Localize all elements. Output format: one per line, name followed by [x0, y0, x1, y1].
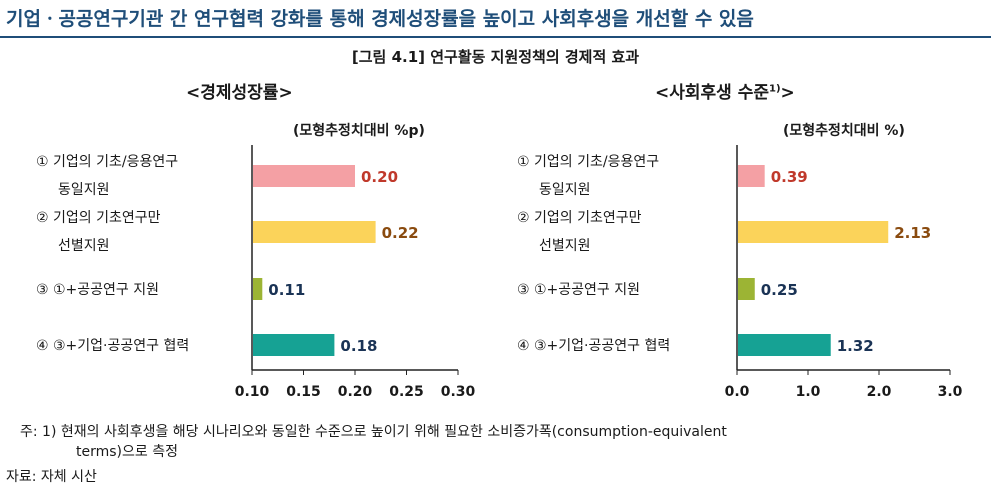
growth-tick-label: 0.25	[389, 384, 424, 400]
growth-category-label: 동일지원	[58, 182, 110, 198]
welfare-category-label: ③ ①+공공연구 지원	[517, 282, 640, 298]
growth-category-label: 선별지원	[58, 238, 110, 254]
welfare-category-label: 선별지원	[539, 238, 591, 254]
growth-bar	[253, 221, 376, 243]
welfare-category-label: ② 기업의 기초연구만	[517, 210, 642, 226]
growth-chart-title: <경제성장률>	[186, 83, 293, 103]
welfare-value-label: 0.25	[761, 281, 798, 299]
footnote-line-2: terms)으로 측정	[76, 444, 178, 460]
growth-bar	[253, 278, 263, 300]
growth-value-label: 0.20	[361, 168, 398, 186]
growth-tick-label: 0.15	[286, 384, 321, 400]
footnote-line-1: 주: 1) 현재의 사회후생을 해당 시나리오와 동일한 수준으로 높이기 위해…	[20, 424, 727, 440]
headline: 기업ㆍ공공연구기관 간 연구협력 강화를 통해 경제성장률을 높이고 사회후생을…	[6, 8, 754, 30]
welfare-bar	[738, 334, 831, 356]
welfare-value-label: 2.13	[894, 224, 931, 242]
growth-value-label: 0.11	[268, 281, 305, 299]
growth-category-label: ③ ①+공공연구 지원	[36, 282, 159, 298]
welfare-category-label: ① 기업의 기초/응용연구	[517, 154, 659, 170]
growth-bar	[253, 334, 335, 356]
welfare-tick-label: 1.0	[796, 384, 821, 400]
growth-value-label: 0.18	[340, 337, 377, 355]
headline-rule	[0, 36, 991, 38]
welfare-chart-title: <사회후생 수준1)>	[655, 83, 795, 103]
welfare-value-label: 1.32	[837, 337, 874, 355]
growth-unit-label: (모형추정치대비 %p)	[293, 123, 425, 139]
welfare-unit-label: (모형추정치대비 %)	[783, 123, 905, 139]
growth-value-label: 0.22	[382, 224, 419, 242]
source-note: 자료: 자체 시산	[6, 469, 97, 485]
welfare-bar	[738, 165, 765, 187]
welfare-tick-label: 2.0	[867, 384, 892, 400]
growth-category-label: ② 기업의 기초연구만	[36, 210, 161, 226]
growth-tick-label: 0.20	[338, 384, 373, 400]
growth-category-label: ④ ③+기업·공공연구 협력	[36, 338, 189, 354]
welfare-category-label: 동일지원	[539, 182, 591, 198]
welfare-tick-label: 3.0	[938, 384, 963, 400]
welfare-tick-label: 0.0	[725, 384, 750, 400]
growth-category-label: ① 기업의 기초/응용연구	[36, 154, 178, 170]
welfare-bar	[738, 278, 755, 300]
growth-bar	[253, 165, 355, 187]
growth-tick-label: 0.10	[235, 384, 270, 400]
welfare-category-label: ④ ③+기업·공공연구 협력	[517, 338, 670, 354]
figure-title: [그림 4.1] 연구활동 지원정책의 경제적 효과	[351, 48, 640, 66]
welfare-value-label: 0.39	[771, 168, 808, 186]
welfare-bar	[738, 221, 889, 243]
growth-tick-label: 0.30	[441, 384, 476, 400]
